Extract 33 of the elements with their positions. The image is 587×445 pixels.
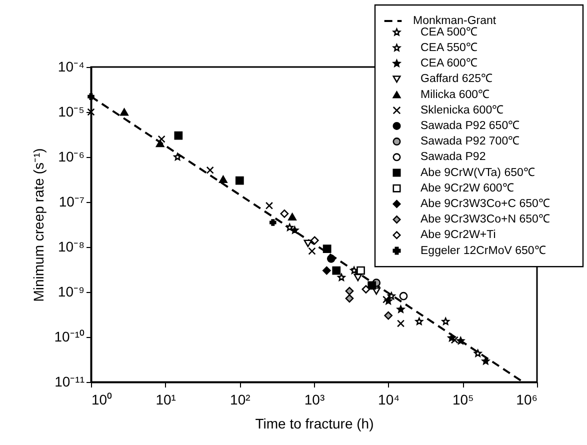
y-tick-label: 10⁻¹⁰	[54, 328, 84, 344]
x-tick-label: 10²	[230, 392, 251, 408]
y-tick-label: 10⁻⁷	[58, 194, 84, 210]
x-tick-label: 10⁵	[452, 392, 474, 408]
legend-label: Abe 9Cr3W3Co+C 650℃	[420, 198, 550, 210]
legend-label: Abe 9Cr3W3Co+N 650℃	[420, 214, 550, 226]
legend-label: CEA 500℃	[420, 26, 478, 38]
y-tick-label: 10⁻⁸	[58, 238, 85, 254]
x-tick-label: 10⁰	[92, 392, 112, 408]
y-tick-label: 10⁻⁶	[58, 148, 84, 164]
y-tick-label: 10⁻⁴	[58, 58, 84, 74]
legend-label: Milicka 600℃	[420, 88, 490, 101]
legend-label: CEA 550℃	[420, 42, 478, 54]
y-axis-title: Minimum creep rate (s⁻¹)	[30, 148, 46, 302]
legend-label: Sklenicka 600℃	[420, 104, 504, 116]
legend-label: Sawada P92	[420, 151, 486, 164]
x-tick-label: 10⁶	[516, 392, 538, 408]
x-tick-label: 10⁴	[378, 392, 400, 408]
y-tick-label: 10⁻⁵	[58, 104, 84, 120]
legend-label: Sawada P92 650℃	[420, 120, 520, 132]
legend-label: CEA 600℃	[420, 58, 478, 70]
legend-label: Sawada P92 700℃	[420, 136, 520, 148]
x-tick-label: 10¹	[156, 392, 176, 408]
legend-label: Gaffard 625℃	[420, 73, 494, 86]
y-tick-label: 10⁻¹¹	[54, 374, 85, 390]
legend-label: Eggeler 12CrMoV 650℃	[420, 244, 546, 257]
y-tick-label: 10⁻⁹	[58, 284, 84, 300]
legend-label: Abe 9Cr2W 600℃	[420, 182, 514, 194]
legend-label: Monkman-Grant	[413, 15, 497, 27]
x-tick-label: 10³	[304, 392, 325, 408]
x-axis-title: Time to fracture (h)	[255, 416, 374, 432]
legend-label: Abe 9CrW(VTa) 650℃	[420, 166, 536, 179]
legend-label: Abe 9Cr2W+Ti	[420, 229, 496, 242]
